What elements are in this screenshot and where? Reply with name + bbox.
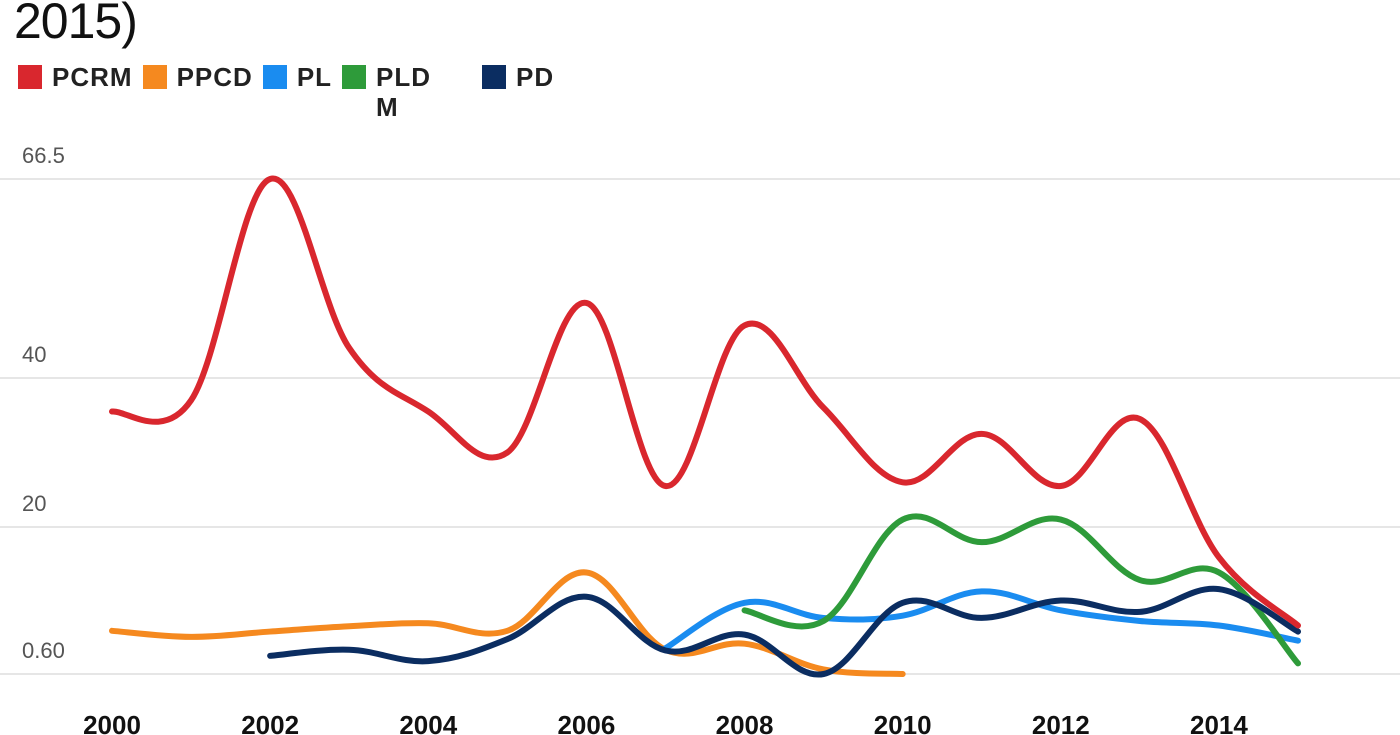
series-line-pd <box>267 585 1301 678</box>
chart-title: 2015) <box>14 0 138 49</box>
x-tick-label: 2008 <box>716 710 774 735</box>
legend-swatch-pl <box>262 65 287 89</box>
legend-item-ppcd: PPCD <box>142 62 253 92</box>
series-line-pl <box>662 588 1301 652</box>
y-tick-label: 0.60 <box>22 638 65 663</box>
legend-swatch-ppcd <box>142 65 167 89</box>
series-line-pcrm <box>109 175 1301 629</box>
legend-item-pcrm: PCRM <box>18 62 133 92</box>
legend-item-pl: PL <box>262 62 333 92</box>
legend-label-pl: PL <box>296 62 333 92</box>
legend-label-ppcd: PPCD <box>176 62 253 92</box>
x-tick-label: 2012 <box>1032 710 1090 735</box>
x-tick-label: 2014 <box>1190 710 1248 735</box>
y-tick-label: 40 <box>22 342 46 367</box>
x-tick-label: 2000 <box>83 710 141 735</box>
x-tick-label: 2002 <box>241 710 299 735</box>
chart-legend: PCRM PPCD PL PLD M PD <box>18 62 564 122</box>
legend-label-pcrm: PCRM <box>52 62 133 92</box>
legend-item-pldm: PLD M <box>342 62 446 122</box>
legend-item-pd: PD <box>482 62 554 92</box>
y-tick-label: 66.5 <box>22 143 65 168</box>
x-tick-label: 2004 <box>399 710 457 735</box>
legend-label-pd: PD <box>516 62 555 92</box>
legend-label-pldm: PLD M <box>376 62 432 122</box>
legend-swatch-pldm <box>342 65 367 89</box>
y-tick-label: 20 <box>22 491 46 516</box>
x-tick-label: 2010 <box>874 710 932 735</box>
x-tick-label: 2006 <box>557 710 615 735</box>
series-line-pldm <box>741 513 1301 667</box>
series-line-ppcd <box>109 569 906 677</box>
legend-swatch-pcrm <box>18 65 42 89</box>
legend-swatch-pd <box>482 65 507 89</box>
